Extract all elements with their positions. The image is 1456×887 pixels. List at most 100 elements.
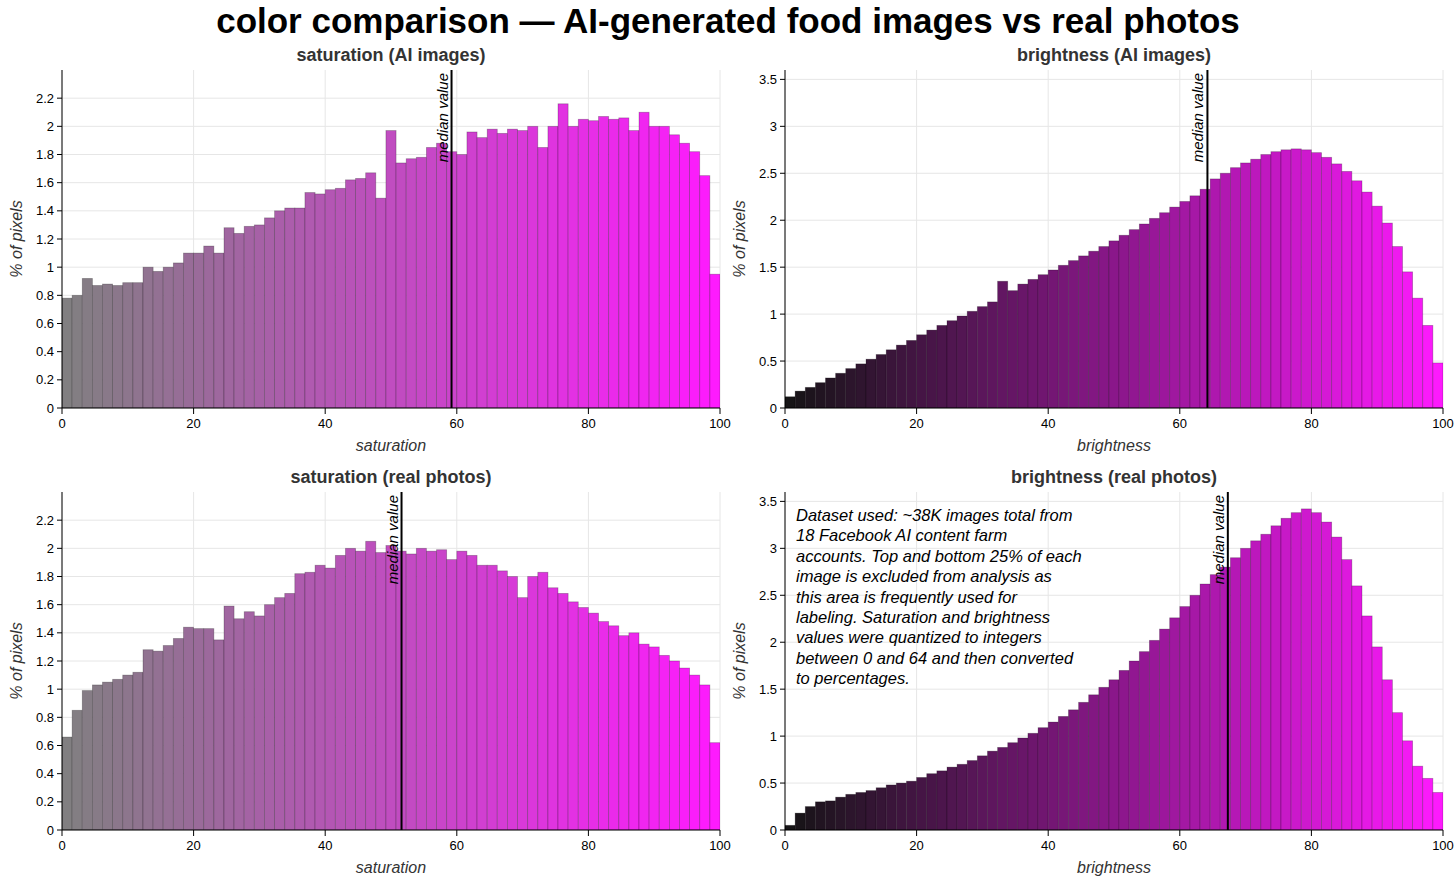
histogram-bar [325, 190, 335, 408]
histogram-bar [82, 691, 92, 830]
histogram-bar [335, 555, 345, 830]
y-tick-label: 1.2 [36, 654, 54, 669]
y-tick-label: 0.5 [759, 354, 777, 369]
x-tick-label: 60 [1173, 838, 1187, 853]
histogram-bar [1372, 647, 1382, 830]
histogram-bar [163, 646, 173, 830]
histogram-bar [315, 565, 325, 830]
y-tick [57, 98, 62, 99]
histogram-bar [1413, 298, 1423, 408]
note-line: Dataset used: ~38K images total from [796, 506, 1073, 524]
y-tick-label: 0.4 [36, 344, 54, 359]
histogram-bar [437, 550, 447, 830]
y-tick-label: 1 [47, 682, 54, 697]
grid-line [785, 830, 1443, 831]
histogram-bar [1433, 792, 1443, 830]
y-axis-label: % of pixels [731, 200, 748, 277]
histogram-bar [1241, 548, 1251, 830]
histogram-bar [876, 354, 886, 408]
y-tick [57, 661, 62, 662]
y-tick-label: 2 [47, 541, 54, 556]
y-tick-label: 2 [47, 119, 54, 134]
histogram-bar [285, 208, 295, 408]
y-tick [57, 604, 62, 605]
histogram-bar [1342, 171, 1352, 408]
histogram-bar [1038, 728, 1048, 830]
histogram-bar [1230, 168, 1240, 408]
histogram-bar [72, 295, 82, 408]
x-tick-label: 100 [1432, 416, 1454, 431]
histogram-bar [1251, 541, 1261, 830]
histogram-bar [173, 263, 183, 408]
y-tick-label: 2 [770, 635, 777, 650]
histogram-bar [1403, 272, 1413, 408]
bars [62, 104, 720, 408]
histogram-bar [153, 651, 163, 830]
histogram-bar [457, 155, 467, 409]
histogram-bar [285, 593, 295, 830]
histogram-bar [1149, 640, 1159, 830]
x-tick [1311, 830, 1312, 836]
histogram-bar [1423, 325, 1433, 408]
median-line [401, 492, 403, 830]
y-tick-label: 3.5 [759, 72, 777, 87]
histogram-bar [998, 747, 1008, 830]
panel: brightness (AI images)00.511.522.533.502… [731, 45, 1454, 454]
histogram-bar [214, 253, 224, 408]
histogram-bar [295, 574, 305, 830]
histogram-bar [1018, 284, 1028, 408]
histogram-bar [1322, 157, 1332, 408]
x-tick [1443, 830, 1444, 836]
x-axis [62, 830, 720, 831]
histogram-bar [1352, 586, 1362, 830]
y-tick [57, 408, 62, 409]
note-line: 18 Facebook AI content farm [796, 526, 1007, 544]
histogram-bar [680, 143, 690, 408]
x-axis [62, 408, 720, 409]
histogram-bar [1271, 526, 1281, 830]
histogram-bar [649, 126, 659, 408]
histogram-bar [1038, 275, 1048, 408]
median-label: median value [434, 73, 451, 162]
histogram-bar [457, 551, 467, 830]
y-tick-label: 0 [770, 401, 777, 416]
histogram-bar [92, 285, 102, 408]
histogram-bar [1129, 661, 1139, 830]
x-tick [785, 408, 786, 414]
histogram-bar [1261, 155, 1271, 409]
histogram-bar [275, 211, 285, 408]
x-tick [588, 408, 589, 414]
histogram-bar [1291, 149, 1301, 408]
histogram-bar [568, 602, 578, 830]
y-tick [57, 351, 62, 352]
histogram-bar [1281, 518, 1291, 830]
histogram-bar [214, 640, 224, 830]
y-tick-label: 0.2 [36, 372, 54, 387]
histogram-bar [386, 546, 396, 830]
y-tick-label: 0.2 [36, 794, 54, 809]
histogram-bar [1423, 778, 1433, 830]
histogram-bar [700, 176, 710, 408]
histogram-bar [1392, 247, 1402, 408]
x-tick [1443, 408, 1444, 414]
grid-line [785, 408, 1443, 409]
x-tick [916, 408, 917, 414]
histogram-bar [194, 629, 204, 830]
panel-title: saturation (AI images) [296, 45, 485, 65]
histogram-bar [264, 605, 274, 830]
y-tick [57, 210, 62, 211]
panel: saturation (AI images)00.20.40.60.811.21… [8, 45, 731, 454]
histogram-bar [967, 311, 977, 408]
histogram-bar [1170, 618, 1180, 830]
y-tick [57, 717, 62, 718]
histogram-bar [1200, 584, 1210, 830]
histogram-bar [1291, 513, 1301, 830]
histogram-bar [1068, 710, 1078, 830]
x-axis-label: saturation [356, 859, 426, 876]
histogram-bar [1170, 207, 1180, 408]
x-tick [785, 830, 786, 836]
median-label: median value [1210, 495, 1227, 584]
x-tick [1048, 830, 1049, 836]
y-tick-label: 1.4 [36, 625, 54, 640]
histogram-bar [846, 794, 856, 830]
